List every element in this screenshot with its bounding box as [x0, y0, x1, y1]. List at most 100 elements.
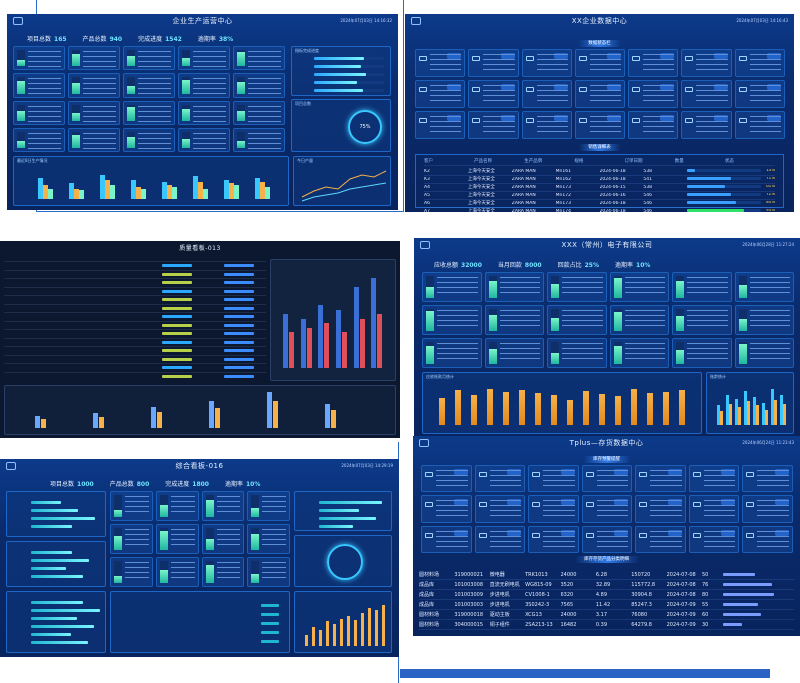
level-fill: [488, 349, 497, 364]
table-cell: 6320: [560, 591, 574, 598]
level-fill: [488, 280, 497, 298]
quality-bar-2: [224, 289, 254, 293]
info-line: [83, 137, 116, 139]
inventory-card: [474, 525, 526, 553]
info-line: [430, 121, 462, 122]
info-line: [430, 126, 462, 127]
inventory-card: [581, 465, 633, 493]
customer-card: [422, 305, 482, 335]
bar-c: [265, 186, 270, 199]
table-cell: 成品库: [419, 582, 435, 588]
inventory-card: [421, 495, 472, 523]
info-line: [536, 100, 568, 101]
info-line: [436, 545, 468, 547]
ring-value: 75%: [359, 124, 371, 130]
inventory-card: [742, 525, 793, 553]
table-cell: 圆材料场: [419, 612, 440, 618]
info-line: [483, 121, 515, 122]
table-cell: 101003009: [454, 591, 484, 598]
level-fill: [159, 570, 168, 583]
status-card: [521, 80, 572, 108]
status-fill: [687, 169, 696, 172]
info-line: [703, 530, 736, 532]
device-icon: [419, 118, 427, 123]
inventory-alert-grid: [421, 465, 793, 553]
status-tag: [453, 469, 468, 475]
level-bar: [205, 495, 214, 517]
bar: [455, 390, 461, 425]
table-cell: 64279.8: [631, 621, 652, 628]
bar: [382, 604, 385, 646]
info-line: [430, 100, 462, 101]
timestamp: 2024年07月03日 14:16:32: [340, 18, 392, 23]
progress-fill: [314, 73, 366, 76]
info-line: [499, 325, 540, 326]
bar-c: [110, 185, 115, 199]
header-cell: 订单日期: [624, 159, 643, 164]
device-icon: [532, 532, 541, 538]
info-line: [83, 142, 116, 144]
bar-b: [99, 416, 104, 428]
level-fill: [72, 134, 80, 148]
status-grid: [415, 49, 785, 139]
info-line: [170, 501, 195, 502]
stock-bar-cell: [723, 622, 794, 627]
level-bar: [17, 50, 25, 67]
info-line: [437, 310, 478, 311]
info-line: [749, 126, 781, 127]
info-line: [749, 121, 781, 122]
bar: [738, 406, 741, 425]
bar-c: [79, 190, 84, 199]
info-line: [499, 315, 540, 316]
table-cell: A5: [424, 192, 430, 198]
level-bar: [237, 50, 245, 67]
info-line: [757, 540, 789, 542]
info-line: [83, 78, 116, 80]
info-line: [262, 529, 286, 530]
bar-a: [371, 278, 377, 368]
status-card: [628, 111, 679, 139]
device-icon: [738, 56, 747, 61]
info-line: [262, 506, 286, 507]
table-cell: A7: [424, 208, 430, 213]
customer-card: [609, 272, 669, 302]
table-cell: 0.39: [595, 621, 608, 628]
device-icon: [738, 118, 747, 123]
row-line: [4, 363, 266, 364]
timestamp: 2024年06月24日 11:23:43: [742, 440, 794, 445]
info-line: [216, 544, 241, 545]
bar-b: [157, 412, 162, 428]
device-icon: [478, 472, 487, 477]
info-line: [437, 348, 478, 349]
info-line: [703, 500, 736, 502]
info-line: [436, 505, 468, 507]
level-bar: [114, 561, 122, 583]
bar: [744, 391, 747, 425]
section-title: 库存存货产品分类明细: [574, 556, 639, 563]
level-fill: [127, 55, 135, 67]
info-line: [125, 534, 149, 535]
info-line: [703, 470, 736, 471]
info-line: [262, 572, 286, 573]
level-bar: [127, 131, 135, 148]
info-line: [696, 90, 728, 91]
level-bar: [551, 276, 559, 298]
status-cell: 72%: [687, 193, 775, 197]
level-fill: [127, 107, 135, 121]
table-cell: K2: [424, 168, 430, 174]
info-line: [170, 496, 195, 497]
bar: [471, 395, 477, 425]
status-tag: [775, 529, 789, 536]
info-line: [703, 505, 736, 507]
info-line: [437, 282, 478, 283]
info-line: [83, 147, 116, 149]
info-line: [749, 358, 790, 359]
status-tag: [766, 84, 781, 90]
info-line: [757, 485, 789, 486]
panel-title: 企业生产运营中心: [172, 17, 233, 25]
bar-c: [203, 188, 208, 199]
info-line: [757, 515, 789, 517]
bar-b: [273, 401, 278, 428]
level-fill: [676, 281, 684, 298]
equipment-card: [233, 73, 285, 98]
